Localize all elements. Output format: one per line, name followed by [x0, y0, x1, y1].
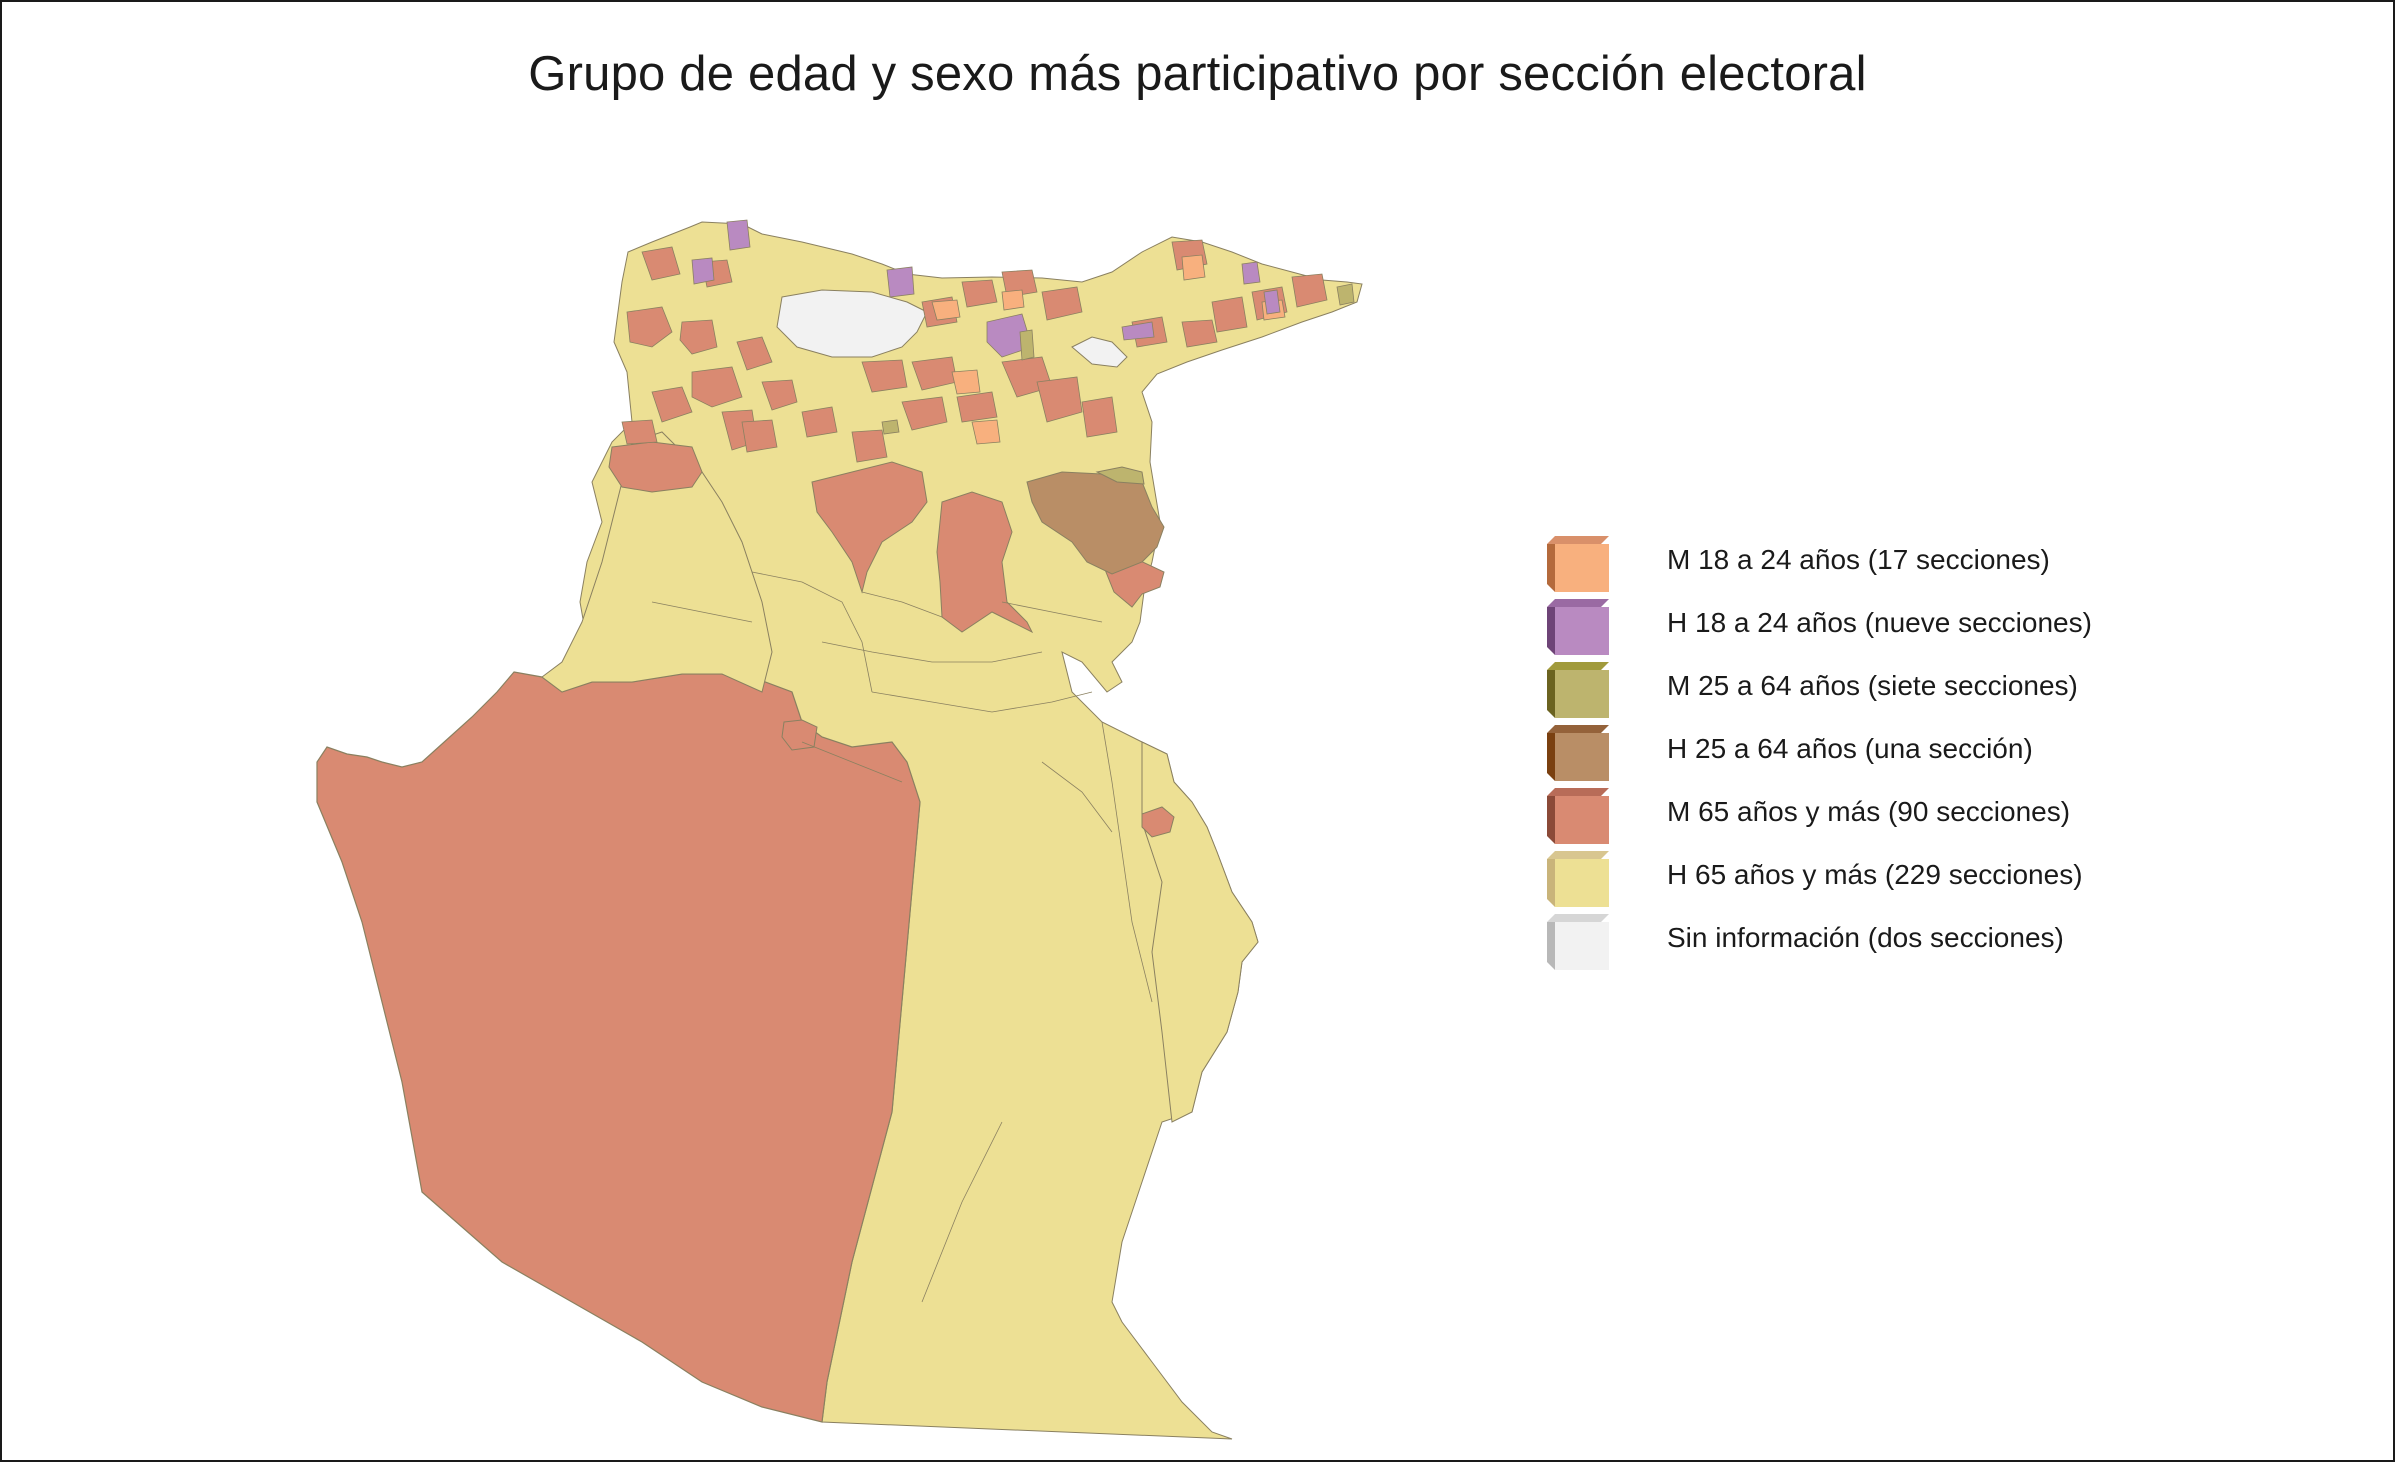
section-boundaries: [651, 571, 1153, 1303]
region-m65-northwest: [608, 441, 703, 493]
legend-swatch-m65: [1547, 788, 1609, 844]
legend-label-none: Sin información (dos secciones): [1667, 922, 2064, 953]
legend-label-m25: M 25 a 64 años (siete secciones): [1667, 670, 2078, 701]
legend-item-m25: M 25 a 64 años (siete secciones): [1547, 660, 2247, 718]
region-no-data-lake: [776, 289, 928, 358]
legend-label-h65: H 65 años y más (229 secciones): [1667, 859, 2083, 890]
legend-label-h18: H 18 a 24 años (nueve secciones): [1667, 607, 2092, 638]
region-h65-southeast: [1141, 741, 1259, 1123]
legend-item-h18: H 18 a 24 años (nueve secciones): [1547, 597, 2247, 655]
region-no-data-east: [1071, 336, 1128, 368]
region-m65-center-west: [811, 461, 928, 594]
electoral-section-map: [316, 219, 1363, 1440]
legend-item-h65: H 65 años y más (229 secciones): [1547, 849, 2247, 907]
legend-swatch-h25: [1547, 725, 1609, 781]
legend-swatch-h18: [1547, 599, 1609, 655]
region-m65-center: [936, 491, 1034, 634]
urban-sections-m25: [881, 283, 1355, 435]
region-m65-southwest: [316, 671, 921, 1423]
map-title: Grupo de edad y sexo más participativo p…: [528, 47, 1867, 101]
region-m25-east: [1095, 466, 1145, 485]
legend-label-m18: M 18 a 24 años (17 secciones): [1667, 544, 2050, 575]
legend-item-h25: H 25 a 64 años (una sección): [1547, 723, 2247, 781]
legend-swatch-m18: [1547, 536, 1609, 592]
legend-swatch-m25: [1547, 662, 1609, 718]
region-h65-west: [541, 431, 773, 693]
legend-item-m65: M 65 años y más (90 secciones): [1547, 786, 2247, 844]
legend-swatch-h65: [1547, 851, 1609, 907]
legend-label-m65: M 65 años y más (90 secciones): [1667, 796, 2071, 827]
legend-swatch-none: [1547, 914, 1609, 970]
legend-label-h25: H 25 a 64 años (una sección): [1667, 733, 2033, 764]
legend-item-m18: M 18 a 24 años (17 secciones): [1547, 534, 2247, 592]
legend-item-none: Sin información (dos secciones): [1547, 912, 2247, 970]
region-m65-south-center: [1141, 806, 1175, 838]
